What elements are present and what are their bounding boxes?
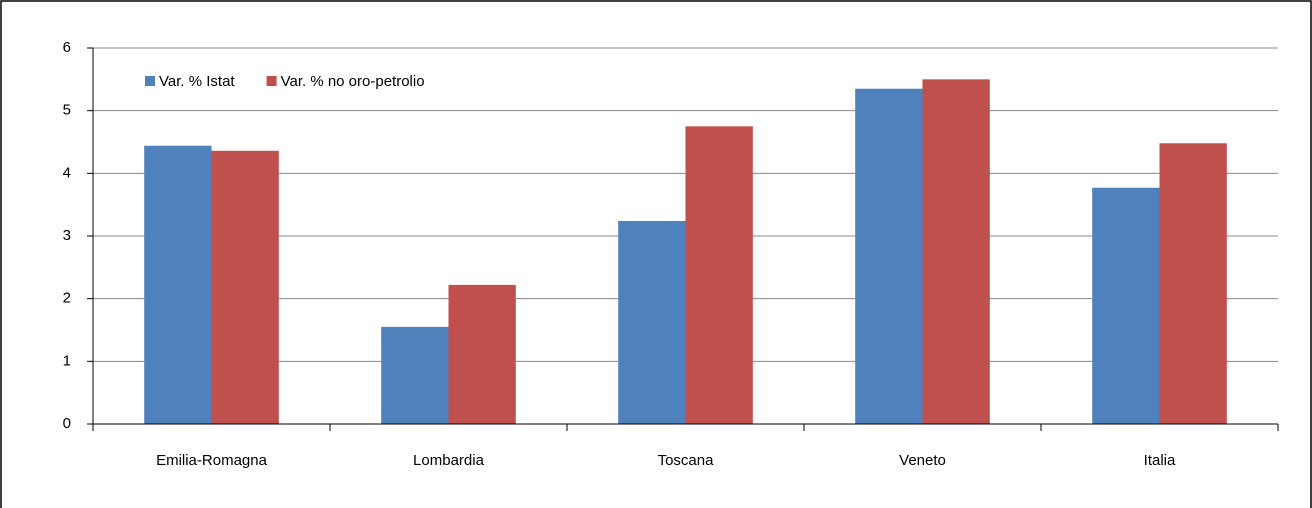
x-tick-label: Veneto [899,452,946,469]
bar [381,326,449,424]
x-tick-label: Emilia-Romagna [156,452,268,469]
bar [922,79,990,424]
legend-label: Var. % no oro-petrolio [281,73,425,90]
bar [1159,143,1227,424]
y-tick-label: 0 [63,415,71,432]
y-tick-label: 4 [63,164,71,181]
x-tick-label: Italia [1144,452,1176,469]
bar [618,220,686,424]
y-tick-label: 5 [63,102,71,119]
legend-swatch [145,76,155,86]
y-tick-label: 1 [63,352,71,369]
bar [855,88,923,424]
legend-label: Var. % Istat [159,73,235,90]
bar [448,284,516,424]
y-tick-label: 6 [63,39,71,56]
x-tick-label: Toscana [658,452,715,469]
bar [1092,187,1160,424]
y-tick-label: 2 [63,290,71,307]
legend-swatch [266,76,277,86]
x-tick-label: Lombardia [413,452,485,469]
bar [211,150,279,425]
bar [685,126,753,424]
bar [144,145,212,424]
y-tick-label: 3 [63,227,71,244]
